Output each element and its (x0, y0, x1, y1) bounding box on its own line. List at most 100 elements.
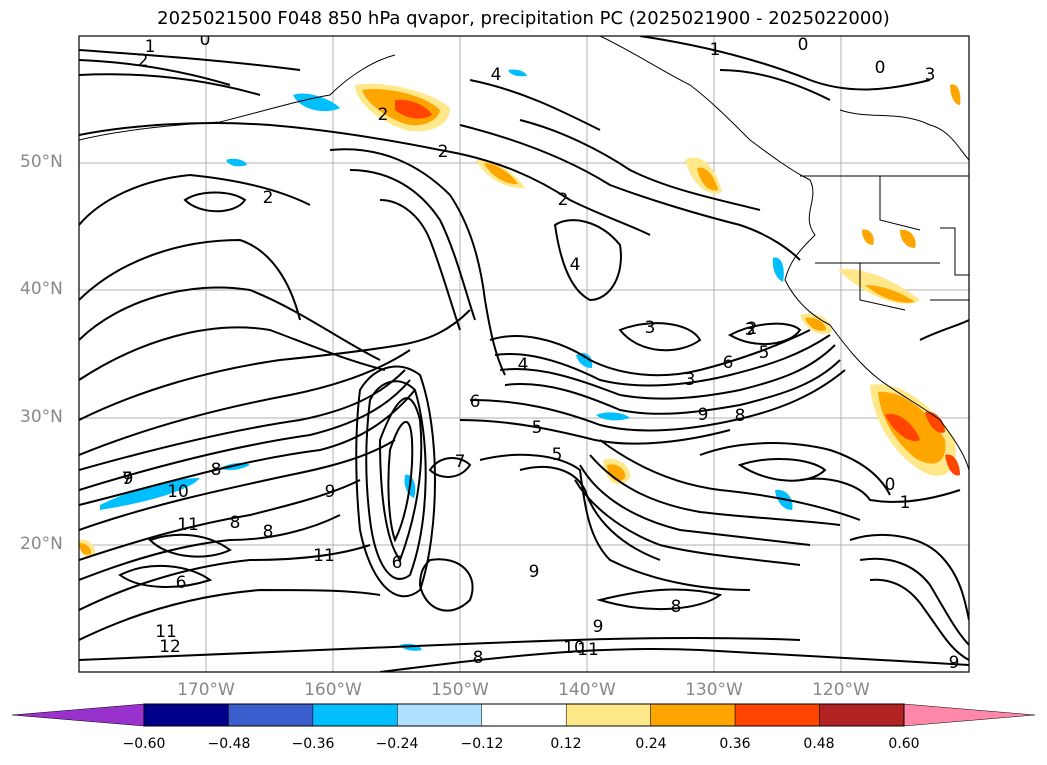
precip-patch (484, 162, 518, 185)
contour-label: 6 (176, 573, 187, 593)
precip-patch (885, 414, 920, 442)
contour-label: 2 (378, 105, 389, 125)
precip-patch (79, 543, 92, 555)
lon-label: 160°W (304, 680, 362, 700)
contour-label: 6 (470, 392, 481, 412)
contour-label: 6 (723, 353, 734, 373)
precip-patch (576, 353, 593, 368)
colorbar-tick-label: −0.60 (122, 736, 166, 752)
contour-label: 0 (798, 35, 809, 55)
precip-patch (226, 158, 247, 167)
contour-label: 1 (710, 40, 721, 60)
contour-label: 9 (593, 617, 604, 637)
contour-label: 11 (155, 622, 177, 642)
contour-label: 11 (313, 546, 335, 566)
contour-label: 7 (122, 469, 133, 489)
contour-label: 2 (558, 190, 569, 210)
precip-patch (596, 412, 630, 421)
precip-patch (862, 229, 874, 245)
gridlines (79, 36, 969, 672)
colorbar-tick-label: −0.48 (207, 736, 251, 752)
lon-label: 170°W (177, 680, 235, 700)
contour-label: 2 (438, 142, 449, 162)
precip-patch (900, 229, 916, 248)
precip-patch (220, 463, 250, 471)
contour-label: 11 (577, 640, 599, 660)
lat-label: 50°N (20, 152, 63, 172)
colorbar-extend-low (11, 703, 145, 727)
contour-label: 8 (211, 460, 222, 480)
contour-label: 5 (759, 343, 770, 363)
contour-label: 0 (875, 58, 886, 78)
colorbar-extend-high (903, 703, 1036, 727)
colorbar-bin (819, 703, 905, 727)
contour-label: 4 (570, 255, 581, 275)
colorbar-bin (481, 703, 567, 727)
contour-label: 8 (263, 522, 274, 542)
lon-label: 130°W (685, 680, 743, 700)
colorbar-bin (565, 703, 651, 727)
contour-label: 4 (491, 65, 502, 85)
colorbar-tick-label: 0.36 (719, 736, 751, 752)
precip-patch (293, 93, 340, 112)
colorbar-bin (650, 703, 736, 727)
colorbar-tick-label: −0.36 (291, 736, 335, 752)
precip-patch (950, 84, 961, 105)
contour-label: 9 (123, 469, 134, 489)
contour-label: 3 (685, 370, 696, 390)
lat-label: 40°N (20, 279, 63, 299)
chart-title: 2025021500 F048 850 hPa qvapor, precipit… (157, 8, 890, 29)
contour-label: 8 (230, 513, 241, 533)
contour-label: 7 (455, 452, 466, 472)
contour-label: 4 (518, 355, 529, 375)
colorbar-bins (11, 703, 1036, 727)
contour-label: 8 (473, 648, 484, 668)
colorbar-tick-label: −0.24 (375, 736, 419, 752)
colorbar-tick-label: 0.48 (803, 736, 835, 752)
colorbar-bin (143, 703, 229, 727)
contour-label: 2 (263, 188, 274, 208)
contour-label: 5 (532, 418, 543, 438)
contour-label: 10 (167, 482, 189, 502)
contour-label: 9 (325, 482, 336, 502)
contour-label: 5 (552, 445, 563, 465)
contour-label: 1 (145, 37, 156, 57)
colorbar-bin (312, 703, 398, 727)
contour-label: 11 (177, 515, 199, 535)
contour-label: 3 (745, 320, 756, 340)
precip-patch (697, 167, 718, 191)
colorbar-bin (397, 703, 483, 727)
colorbar (11, 703, 1036, 727)
contour-label: 0 (885, 475, 896, 495)
lon-label: 150°W (431, 680, 489, 700)
contour-label: 6 (392, 553, 403, 573)
precip-patch (925, 411, 945, 433)
colorbar-bin (734, 703, 820, 727)
precip-shading (79, 69, 961, 651)
colorbar-bin (228, 703, 314, 727)
contour-label: 3 (645, 318, 656, 338)
contour-label: 8 (735, 406, 746, 426)
lon-label: 140°W (558, 680, 616, 700)
colorbar-tick-label: 0.60 (888, 736, 920, 752)
colorbar-tick-label: −0.12 (460, 736, 504, 752)
lon-label: 120°W (812, 680, 870, 700)
precip-patch (865, 285, 915, 303)
contour-label: 0 (200, 30, 211, 50)
contour-label: 9 (529, 562, 540, 582)
coastlines (79, 36, 969, 471)
contour-label: 9 (949, 653, 960, 673)
precip-patch (772, 257, 784, 282)
colorbar-tick-label: 0.24 (635, 736, 667, 752)
contour-label: 8 (671, 597, 682, 617)
contour-label: 10 (563, 638, 585, 658)
contour-label: 1 (900, 493, 911, 513)
map-frame (78, 35, 970, 673)
precip-patch (395, 99, 432, 119)
precip-patch (100, 478, 200, 510)
precip-patch (508, 69, 527, 77)
contour-label: 12 (159, 637, 181, 657)
lat-label: 20°N (20, 534, 63, 554)
contours (79, 36, 969, 672)
